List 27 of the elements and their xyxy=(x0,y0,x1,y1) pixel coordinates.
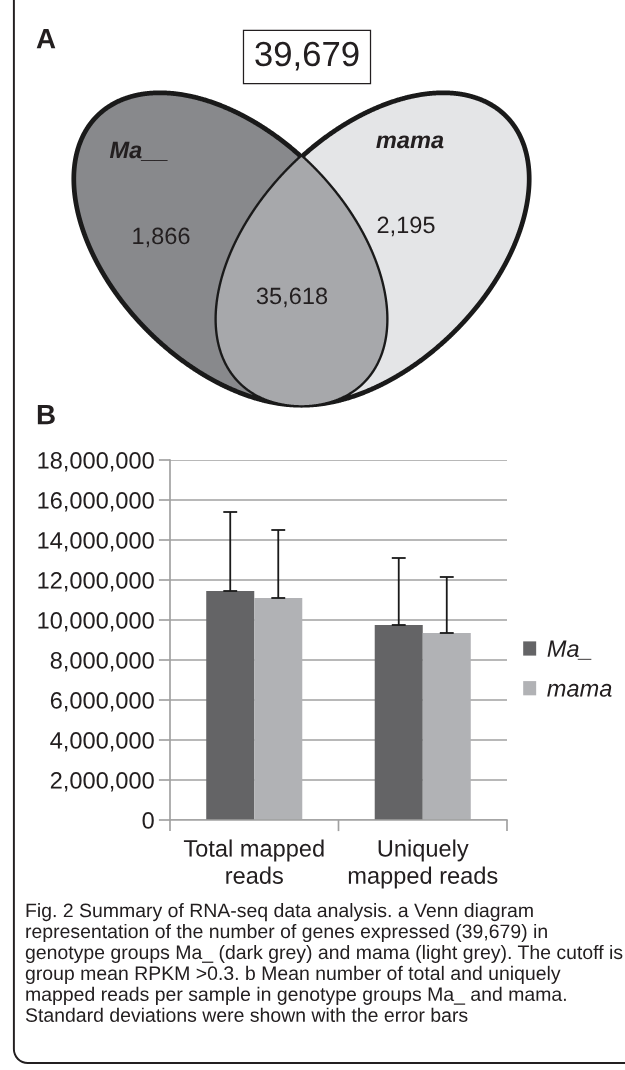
y-tick-label: 18,000,000 xyxy=(38,452,154,472)
caption: Fig. 2 Summary of RNA-seq data analysis. a Venn diagram representation of the number of genes expressed (39,679) in genotype groups Ma_ (dark grey) and mama (light grey). The cutoff is group mean RPKM >0.3. b Mean number of total and uniquely mapped reads per sample in genotype groups Ma_ and mama. Standard deviations were shown with the error bars xyxy=(25,903,623,1022)
y-tick-label: 2,000,000 xyxy=(50,772,154,792)
text: 39,679 xyxy=(255,41,359,71)
chart-title: B xyxy=(37,405,55,425)
x-tick-label: Total mapped reads xyxy=(183,839,324,884)
data-label: 35,618 xyxy=(256,287,328,308)
y-tick-label: 10,000,000 xyxy=(38,612,154,632)
bar xyxy=(374,625,423,820)
legend-label: mama xyxy=(547,683,612,697)
y-tick-label: 6,000,000 xyxy=(50,692,154,712)
x-tick-label: Uniquely mapped reads xyxy=(348,839,498,889)
y-tick-label: 14,000,000 xyxy=(38,532,154,552)
y-tick-label: 16,000,000 xyxy=(38,492,154,512)
y-tick-label: 12,000,000 xyxy=(38,572,154,592)
category-label: mama xyxy=(376,135,444,149)
bar xyxy=(206,591,255,820)
y-tick-label: 0 xyxy=(142,812,154,829)
text: A xyxy=(36,29,56,49)
legend-label: Ma_ xyxy=(547,640,592,660)
y-tick-label: 4,000,000 xyxy=(50,732,154,752)
y-tick-label: 8,000,000 xyxy=(50,652,154,672)
bar xyxy=(254,598,303,820)
bar xyxy=(422,633,471,820)
data-label: 2,195 xyxy=(377,216,435,237)
data-label: 1,866 xyxy=(133,227,190,248)
category-label: Ma__ xyxy=(109,141,168,161)
